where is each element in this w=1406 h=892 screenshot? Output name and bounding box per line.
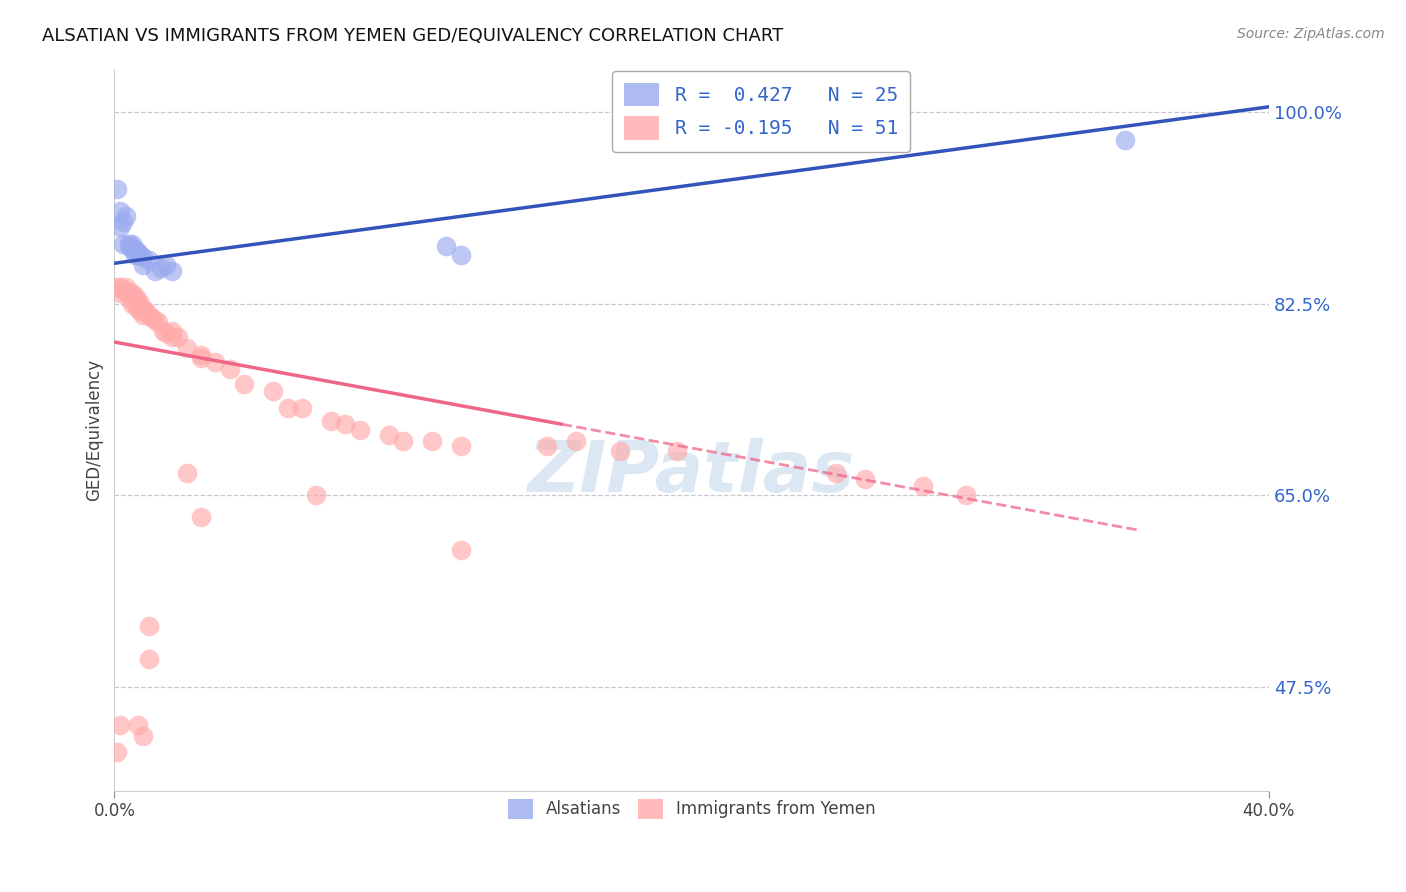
Point (825, 467, 848, 481)
Point (121, 242, 143, 256)
Point (124, 297, 146, 311)
Point (112, 283, 135, 297)
Legend: Alsatians, Immigrants from Yemen: Alsatians, Immigrants from Yemen (501, 792, 883, 826)
Point (121, 236, 143, 251)
Point (190, 351, 212, 366)
Point (190, 510, 212, 524)
Point (138, 308, 160, 322)
Point (955, 488, 977, 502)
Point (108, 280, 131, 294)
Text: Source: ZipAtlas.com: Source: ZipAtlas.com (1237, 27, 1385, 41)
Point (132, 302, 155, 317)
Point (108, 285, 131, 300)
Point (127, 245, 149, 260)
Point (105, 182, 128, 196)
Point (121, 297, 143, 311)
Point (609, 444, 631, 458)
Point (392, 434, 415, 448)
Point (129, 304, 152, 318)
Point (115, 209, 138, 223)
Point (155, 326, 177, 341)
Point (190, 348, 212, 362)
Point (129, 247, 152, 261)
Point (121, 285, 143, 300)
Point (853, 472, 876, 486)
Point (450, 247, 472, 261)
Point (115, 280, 138, 294)
Point (138, 252, 160, 267)
Point (118, 236, 141, 251)
Point (127, 718, 149, 732)
Point (233, 376, 256, 391)
Point (135, 304, 157, 318)
Point (565, 434, 588, 448)
Point (160, 264, 183, 278)
Point (204, 355, 226, 369)
Text: ZIPatlas: ZIPatlas (529, 438, 855, 508)
Point (160, 329, 183, 343)
Point (124, 289, 146, 303)
Point (132, 250, 155, 264)
Point (132, 259, 155, 273)
Point (176, 341, 198, 355)
Point (141, 310, 163, 325)
Point (167, 329, 190, 343)
Point (319, 414, 342, 428)
Point (124, 247, 146, 261)
Y-axis label: GED/Equivalency: GED/Equivalency (86, 359, 103, 500)
Point (127, 302, 149, 317)
Point (277, 401, 299, 415)
Point (450, 542, 472, 557)
Point (146, 315, 169, 329)
Point (108, 203, 131, 218)
Point (666, 444, 689, 458)
Point (291, 401, 314, 415)
Point (335, 417, 357, 431)
Point (138, 619, 160, 633)
Point (160, 324, 183, 338)
Point (143, 313, 166, 327)
Point (149, 260, 172, 275)
Point (108, 220, 131, 235)
Point (155, 259, 177, 273)
Text: ALSATIAN VS IMMIGRANTS FROM YEMEN GED/EQUIVALENCY CORRELATION CHART: ALSATIAN VS IMMIGRANTS FROM YEMEN GED/EQ… (42, 27, 783, 45)
Point (138, 652, 160, 666)
Point (420, 434, 443, 448)
Point (377, 428, 399, 442)
Point (152, 324, 174, 338)
Point (129, 297, 152, 311)
Point (127, 293, 149, 308)
Point (434, 239, 457, 253)
Point (118, 285, 141, 299)
Point (911, 479, 934, 493)
Point (218, 362, 240, 376)
Point (118, 239, 141, 253)
Point (132, 308, 155, 322)
Point (305, 488, 328, 502)
Point (132, 729, 155, 743)
Point (112, 236, 135, 251)
Point (105, 745, 128, 759)
Point (349, 423, 371, 437)
Point (118, 291, 141, 305)
Point (108, 718, 131, 732)
Point (105, 280, 128, 294)
Point (127, 247, 149, 261)
Point (450, 439, 472, 453)
Point (1114, 133, 1136, 147)
Point (176, 467, 198, 481)
Point (112, 215, 135, 229)
Point (262, 384, 284, 399)
Point (124, 242, 146, 256)
Point (536, 439, 558, 453)
Point (143, 264, 166, 278)
